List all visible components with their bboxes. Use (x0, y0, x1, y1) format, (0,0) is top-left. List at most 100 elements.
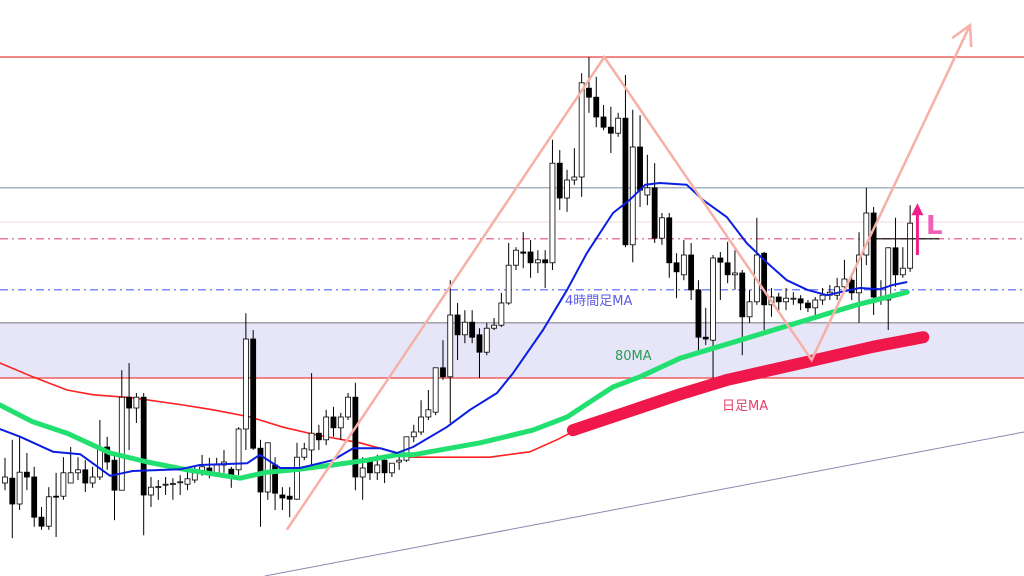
candle (520, 232, 527, 269)
ma-4h-line (0, 182, 908, 477)
arrow-up-icon (911, 203, 924, 216)
candle (359, 457, 366, 500)
candle-body (812, 299, 819, 309)
candle (221, 450, 227, 473)
candle-body (578, 82, 585, 178)
candle-body (118, 396, 125, 491)
candle (556, 150, 563, 210)
candle-body (82, 469, 89, 484)
candle-body (637, 146, 643, 191)
candle (337, 412, 344, 440)
candle-body (644, 187, 651, 196)
candle (607, 106, 614, 153)
candle-body (907, 222, 914, 269)
candle-body (469, 321, 476, 338)
candle (53, 472, 59, 537)
candle-body (615, 117, 622, 134)
candle-body (148, 486, 154, 496)
candle (615, 112, 622, 137)
candle-body (724, 262, 731, 276)
candle-body (330, 416, 337, 429)
candle-body (505, 264, 512, 304)
candle (148, 477, 154, 507)
candle-body (388, 462, 395, 474)
candle (593, 76, 600, 128)
candle (899, 247, 906, 278)
candle-body (520, 251, 527, 254)
trendline (264, 431, 1024, 576)
candle-body (250, 338, 257, 449)
candle-body (534, 259, 541, 264)
candle-body (396, 459, 403, 463)
candle (447, 280, 454, 423)
candle-body (556, 162, 563, 199)
candle (892, 217, 899, 287)
candle (805, 300, 811, 312)
candle-body (177, 481, 184, 484)
candle (586, 57, 592, 113)
candle-body (286, 495, 293, 500)
candle-body (53, 495, 59, 498)
candle (469, 310, 476, 344)
candle-body (294, 456, 300, 500)
candle (308, 373, 315, 467)
candle-body (710, 257, 716, 341)
candle-body (425, 409, 432, 418)
candle-body (359, 467, 366, 478)
candle (732, 250, 738, 290)
candle-body (75, 469, 81, 474)
candle-body (308, 432, 315, 451)
candle (513, 247, 519, 270)
candle (644, 154, 651, 206)
ma-4h-label: 4時間足MA (565, 294, 632, 309)
candle (60, 457, 67, 500)
candle (388, 462, 395, 477)
candle-body (23, 471, 30, 478)
candle (454, 303, 461, 360)
candle-body (162, 483, 169, 486)
candle-body (483, 327, 490, 353)
candle (323, 409, 330, 446)
candle-body (418, 416, 424, 433)
candle-body (775, 296, 782, 303)
candle-body (805, 302, 811, 309)
candle (82, 460, 89, 492)
candle (31, 466, 38, 527)
candle (710, 255, 716, 378)
candle-body (498, 302, 505, 326)
candle-body (819, 294, 826, 301)
annotation-layer (285, 22, 973, 531)
candle-body (242, 338, 249, 430)
candle-body (235, 428, 242, 471)
candle-body (323, 416, 330, 441)
moving-average-front-layer (0, 182, 910, 481)
candle-body (885, 247, 892, 301)
candle (118, 370, 125, 491)
candle-body (447, 314, 454, 378)
candle (184, 469, 191, 491)
trendline-layer (264, 431, 1024, 576)
candle (75, 457, 81, 480)
candles (2, 57, 914, 539)
candle (753, 217, 760, 305)
candle-body (607, 126, 614, 134)
candle-body (513, 249, 519, 266)
candle (724, 241, 731, 284)
candle (695, 280, 702, 353)
candle-body (345, 396, 351, 418)
candle-body (688, 254, 695, 291)
candle (673, 253, 680, 299)
candle (111, 453, 118, 521)
candle-body (659, 217, 665, 239)
candle (23, 453, 30, 491)
candle-body (476, 334, 483, 353)
candle-body (892, 247, 899, 276)
candle-body (257, 447, 264, 493)
candle-body (60, 472, 67, 497)
candle (746, 289, 753, 323)
candle-body (213, 464, 220, 474)
candle (89, 466, 96, 488)
candle (140, 393, 147, 536)
candle-body (899, 267, 906, 276)
